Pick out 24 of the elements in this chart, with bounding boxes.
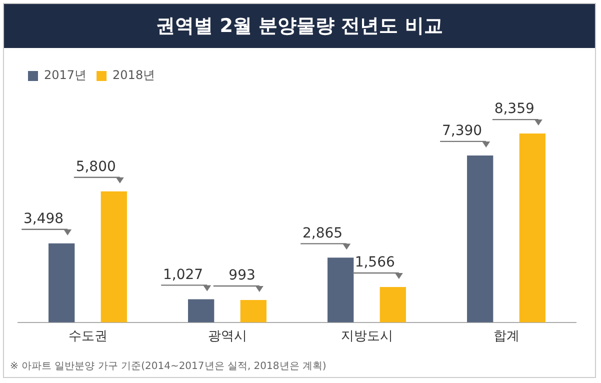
bar xyxy=(188,299,214,322)
chart-title: 권역별 2월 분양물량 전년도 비교 xyxy=(4,4,595,48)
legend-label: 2018년 xyxy=(112,68,156,82)
bar xyxy=(100,191,127,322)
bar xyxy=(48,243,75,322)
x-tick-label: 합계 xyxy=(493,328,520,343)
data-label: 5,800 xyxy=(76,159,116,176)
x-tick-label: 지방도시 xyxy=(340,328,393,343)
legend-label: 2017년 xyxy=(44,68,87,82)
data-label: 1,566 xyxy=(354,254,395,271)
data-label: 1,027 xyxy=(163,266,204,283)
bar xyxy=(328,258,354,322)
x-tick-label: 광역시 xyxy=(208,328,247,343)
bar xyxy=(380,287,406,322)
data-label: 8,359 xyxy=(494,101,534,118)
text: ※ 아파트 일반분양 가구 기준(2014~2017년은 실적, 2018년은 계획) xyxy=(10,360,326,373)
data-label: 993 xyxy=(228,268,256,284)
bar xyxy=(467,155,494,322)
bar xyxy=(240,300,266,322)
data-label: 3,498 xyxy=(24,211,64,228)
bar xyxy=(519,134,546,322)
x-tick-label: 수도권 xyxy=(68,328,108,343)
data-label: 2,865 xyxy=(302,225,343,242)
data-label: 7,390 xyxy=(442,123,482,140)
